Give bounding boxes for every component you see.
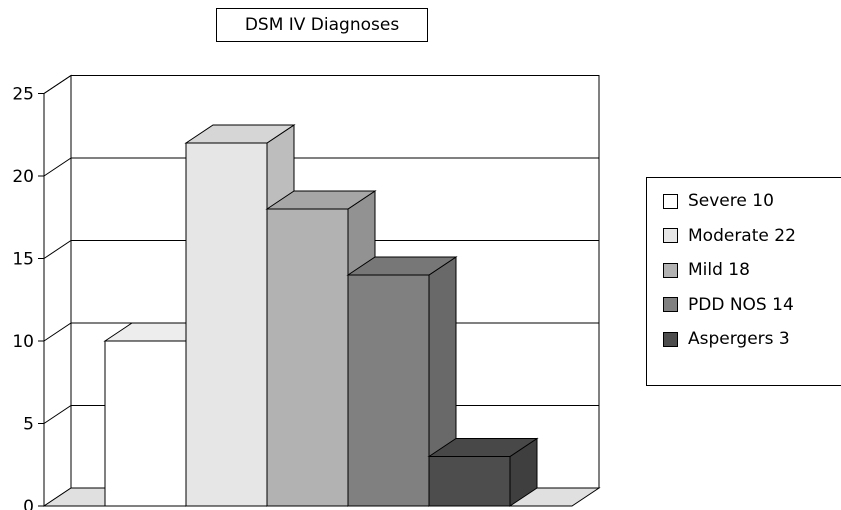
legend-item: Moderate 22	[663, 219, 841, 254]
bar-front	[347, 274, 430, 507]
legend-item: PDD NOS 14	[663, 288, 841, 323]
gridline	[43, 75, 599, 94]
bar-front	[266, 208, 349, 507]
legend-swatch	[663, 193, 678, 209]
y-tick-label: 5	[23, 415, 34, 435]
legend-swatch	[663, 331, 678, 347]
y-tick-label: 10	[12, 332, 34, 352]
legend-item: Aspergers 3	[663, 322, 841, 357]
y-tick-label: 25	[12, 85, 34, 105]
chart-title: DSM IV Diagnoses	[216, 8, 428, 42]
legend-swatch	[663, 228, 678, 244]
bar-front	[185, 142, 268, 507]
legend-swatch	[663, 297, 678, 313]
y-tick-label: 0	[23, 497, 34, 510]
bar-front	[428, 456, 511, 507]
legend-label: Aspergers 3	[688, 329, 790, 350]
legend: Severe 10 Moderate 22 Mild 18 PDD NOS 14 Asp…	[646, 177, 841, 386]
legend-label: Severe 10	[688, 191, 774, 212]
side-wall	[43, 74, 72, 507]
legend-item: Severe 10	[663, 184, 841, 219]
gridline	[43, 157, 599, 177]
gridline	[43, 240, 599, 259]
legend-label: Mild 18	[688, 260, 750, 281]
legend-item: Mild 18	[663, 253, 841, 288]
bar-5	[427, 437, 539, 507]
legend-label: Moderate 22	[688, 225, 796, 246]
legend-swatch	[663, 262, 678, 278]
y-tick-label: 20	[12, 167, 34, 187]
legend-label: PDD NOS 14	[688, 294, 794, 315]
y-tick-label: 15	[12, 250, 34, 270]
bar-front	[104, 340, 187, 507]
